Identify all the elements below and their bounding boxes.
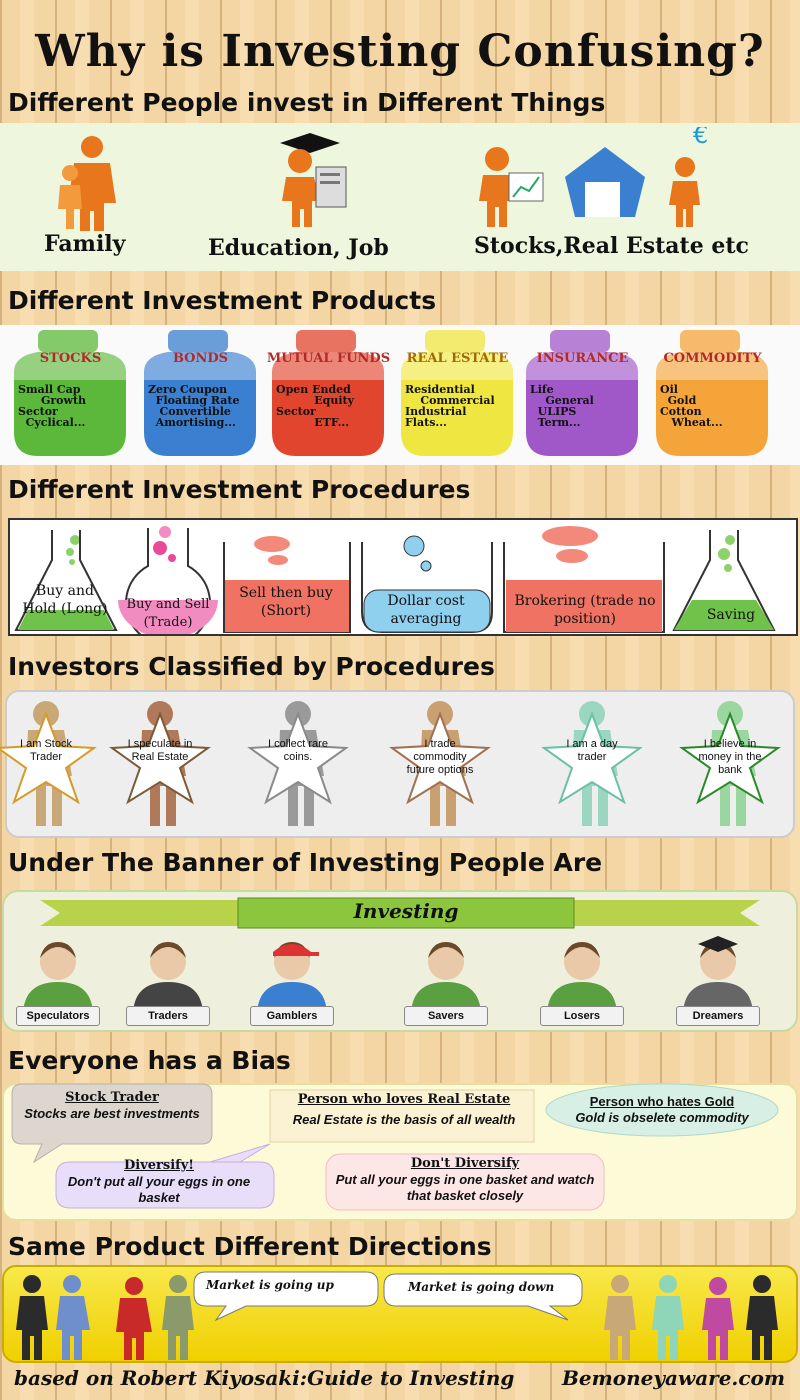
market-up-bubble: Market is going up [206, 1278, 334, 1292]
bias-stock-trader-text: Stocks are best investments [24, 1106, 200, 1121]
page-title: Why is Investing Confusing? [35, 26, 765, 77]
investor-statement: I collect rare coins. [268, 738, 328, 763]
section-heading-investors: Investors Classified by Procedures [8, 652, 495, 681]
procedure-brokering: Brokering (trade no position) [514, 593, 656, 627]
bias-real-estate-head: Person who loves Real Estate [297, 1092, 511, 1107]
section-heading-bias: Everyone has a Bias [8, 1046, 291, 1075]
product-items: Life General ULIPS Term... [530, 383, 594, 429]
section-heading-banner: Under The Banner of Investing People Are [8, 848, 603, 877]
bias-diversify: Diversify! Don't put all your eggs in on… [64, 1158, 254, 1206]
procedure-short: Sell then buy (Short) [239, 585, 333, 619]
bias-diversify-head: Diversify! [124, 1158, 194, 1173]
bias-dont-diversify-head: Don't Diversify [410, 1156, 520, 1171]
stocks-caption: Stocks,Real Estate etc [474, 233, 749, 259]
product-bottle-2: BONDS Zero Coupon Floating Rate Convertib… [138, 328, 263, 458]
investor-statement: I speculate in Real Estate [127, 738, 193, 763]
people-label: Savers [404, 1006, 488, 1026]
person-avatar-3 [257, 942, 327, 1016]
product-bottle-5: INSURANCE Life General ULIPS Term... [520, 328, 645, 458]
people-label: Dreamers [676, 1006, 760, 1026]
product-items: Open Ended Equity Sector ETF... [276, 383, 355, 429]
investor-figure-2 [109, 701, 211, 826]
education-caption: Education, Job [208, 235, 389, 261]
bias-real-estate-text: Real Estate is the basis of all wealth [292, 1112, 516, 1127]
investor-figure-3 [247, 701, 349, 826]
people-label: Speculators [16, 1006, 100, 1026]
product-name: COMMODITY [663, 351, 762, 366]
bias-bubbles [11, 1083, 779, 1211]
section-heading-procedures: Different Investment Procedures [8, 475, 471, 504]
section-heading-products: Different Investment Products [8, 286, 437, 315]
procedure-dca: Dollar cost averaging [387, 593, 465, 627]
investing-banner [40, 897, 760, 929]
product-name: INSURANCE [536, 351, 629, 366]
procedures-panel: Buy and Hold (Long) Buy and Sell (Trade)… [8, 518, 798, 636]
procedure-buy-sell: Buy and Sell (Trade) [126, 597, 210, 630]
product-name: MUTUAL FUNDS [266, 351, 391, 366]
family-caption: Family [44, 231, 126, 257]
product-bottle-6: COMMODITY Oil Gold Cotton Wheat... [650, 328, 775, 458]
product-bottle-4: REAL ESTATE Residential Commercial Indust… [395, 328, 520, 458]
product-items: Residential Commercial Industrial Flats.… [405, 383, 495, 429]
bias-dont-diversify: Don't Diversify Put all your eggs in one… [332, 1156, 598, 1204]
product-items: Zero Coupon Floating Rate Convertible Am… [148, 383, 240, 429]
product-items: Small Cap Growth Sector Cyclical... [18, 383, 87, 429]
section-heading-directions: Same Product Different Directions [8, 1232, 492, 1261]
investor-statement: I trade commodity future options [406, 738, 474, 776]
person-avatar-6 [683, 936, 753, 1016]
investor-figure-4 [389, 701, 491, 826]
procedure-buy-hold: Buy and Hold (Long) [22, 583, 108, 617]
people-invest-panel: € Family Education, Job Stocks,Real Esta… [0, 123, 800, 271]
stocks-realestate-icon: € [479, 127, 708, 227]
investor-figure-6 [679, 701, 781, 826]
product-bottle-1: STOCKS Small Cap Growth Sector Cyclical..… [8, 328, 133, 458]
bias-gold-text: Gold is obselete commodity [575, 1110, 749, 1125]
banner-label: Investing [353, 899, 459, 923]
people-label: Gamblers [250, 1006, 334, 1026]
person-avatar-4 [411, 942, 481, 1016]
bias-stock-trader: Stock Trader Stocks are best investments [12, 1090, 212, 1122]
bias-gold: Person who hates Gold Gold is obselete c… [556, 1094, 768, 1126]
product-bottle-3: MUTUAL FUNDS Open Ended Equity Sector ETF… [266, 328, 391, 458]
family-icon [58, 136, 116, 231]
product-name: REAL ESTATE [406, 351, 509, 366]
person-avatar-1 [23, 942, 93, 1016]
person-avatar-5 [547, 942, 617, 1016]
investor-figure-1 [0, 701, 97, 826]
svg-text:€: € [693, 127, 708, 149]
investor-figure-5 [541, 701, 643, 826]
section-heading-people: Different People invest in Different Thi… [8, 88, 606, 117]
footer-site-link[interactable]: Bemoneyaware.com [562, 1366, 786, 1390]
investor-statement: I believe in money in the bank [698, 738, 762, 776]
product-name: STOCKS [39, 351, 102, 366]
bias-gold-head: Person who hates Gold [589, 1094, 735, 1109]
bias-diversify-text: Don't put all your eggs in one basket [67, 1174, 251, 1205]
bias-dont-diversify-text: Put all your eggs in one basket and watc… [335, 1172, 595, 1203]
bias-stock-trader-head: Stock Trader [65, 1090, 159, 1105]
direction-silhouettes [16, 1271, 778, 1360]
people-label: Traders [126, 1006, 210, 1026]
person-avatar-2 [133, 942, 203, 1016]
investor-statement: I am a day trader [566, 738, 618, 763]
product-items: Oil Gold Cotton Wheat... [660, 383, 723, 429]
graduate-icon [280, 133, 347, 227]
flasks-drawing [14, 526, 776, 634]
people-label: Losers [540, 1006, 624, 1026]
market-down-bubble: Market is going down [408, 1280, 555, 1294]
procedure-saving: Saving [706, 607, 756, 623]
bias-real-estate: Person who loves Real Estate Real Estate… [274, 1092, 534, 1128]
footer-source: based on Robert Kiyosaki:Guide to Invest… [14, 1366, 515, 1390]
investor-statement: I am Stock Trader [20, 738, 72, 763]
product-name: BONDS [172, 351, 229, 366]
